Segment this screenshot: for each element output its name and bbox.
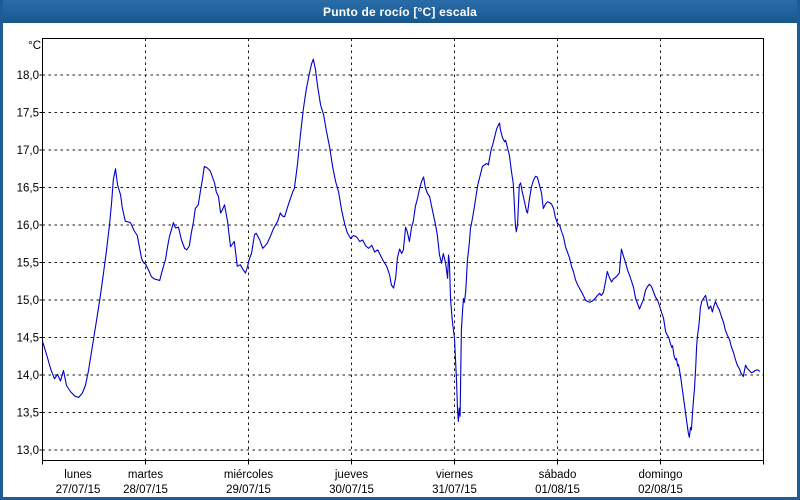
y-tick-label: 16,0 [17, 220, 39, 232]
x-date-label: 30/07/15 [329, 484, 374, 496]
x-day-label: jueves [334, 469, 368, 481]
x-date-label: 02/08/15 [638, 484, 683, 496]
x-date-label: 01/08/15 [535, 484, 580, 496]
y-tick-label: 14,5 [17, 333, 39, 345]
y-tick-label: 17,0 [17, 145, 39, 157]
x-date-label: 29/07/15 [226, 484, 271, 496]
y-tick-label: 13,5 [17, 408, 39, 420]
dew-point-series-line [41, 58, 761, 438]
x-date-label: 27/07/15 [56, 484, 101, 496]
x-day-label: miércoles [224, 469, 273, 481]
x-day-label: viernes [436, 469, 473, 481]
y-tick-label: 15,0 [17, 295, 39, 307]
plot-frame [42, 38, 764, 461]
x-day-label: sábado [539, 469, 577, 481]
y-tick-label: 13,0 [17, 445, 39, 457]
dew-point-line-chart: 18,0 17,5 17,0 16,5 16,0 15,5 15,0 14,5 14,0 13,5… [3, 23, 797, 497]
x-day-label: domingo [638, 469, 682, 481]
y-tick-label: 14,0 [17, 370, 39, 382]
y-tick-label: 18,0 [17, 70, 39, 82]
window-title: Punto de rocío [°C] escala [322, 4, 478, 19]
chart-area: 18,0 17,5 17,0 16,5 16,0 15,5 15,0 14,5 14,0 13,5… [3, 23, 797, 497]
y-tick-label: 16,5 [17, 183, 39, 195]
x-date-label: 31/07/15 [432, 484, 477, 496]
y-axis-unit-label: °C [28, 40, 41, 52]
title-bar: Punto de rocío [°C] escala [3, 0, 797, 23]
x-day-label: martes [128, 469, 163, 481]
y-tick-label: 17,5 [17, 108, 39, 120]
x-date-label: 28/07/15 [123, 484, 168, 496]
y-tick-label: 15,5 [17, 258, 39, 270]
x-day-label: lunes [64, 469, 92, 481]
plot-background [3, 23, 797, 497]
